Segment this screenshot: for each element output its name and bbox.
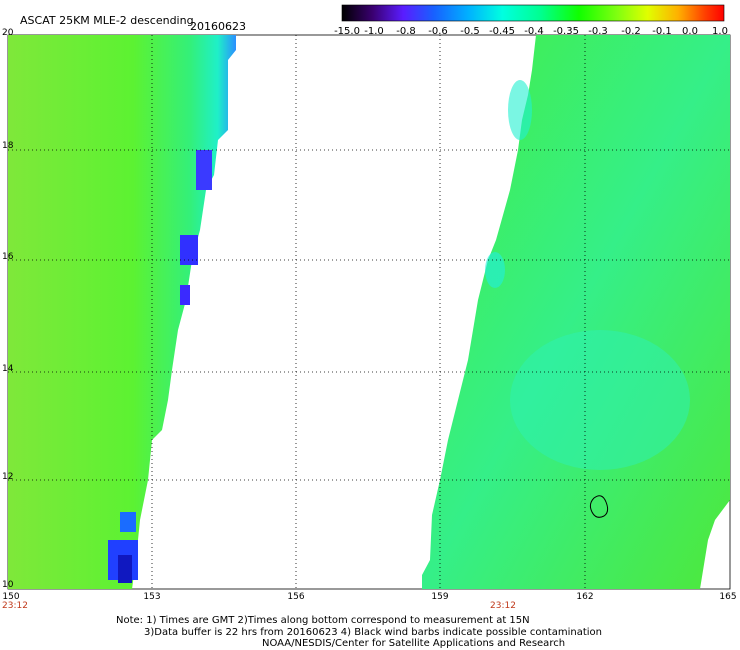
lat-label: 12 [2, 472, 14, 482]
note-line-1: Note: 1) Times are GMT 2)Times along bot… [116, 615, 530, 626]
contamination-contour [589, 495, 609, 518]
lon-label: 162 [576, 592, 594, 602]
colorbar [341, 4, 725, 22]
lon-label: 156 [287, 592, 305, 602]
lat-label: 10 [2, 580, 14, 590]
lon-label: 159 [431, 592, 449, 602]
left-swath-patch [118, 555, 132, 583]
lat-label: 16 [2, 252, 14, 262]
lon-label: 153 [143, 592, 161, 602]
colorbar-label: 0.0 [682, 26, 698, 37]
colorbar-label: -0.6 [428, 26, 448, 37]
right-swath-patch [510, 330, 690, 470]
colorbar-label: -0.2 [621, 26, 641, 37]
map-date: 20160623 [190, 20, 246, 33]
left-swath-patch [196, 150, 212, 190]
left-swath-patch [180, 235, 198, 265]
time-label: 23:12 [2, 601, 28, 611]
right-swath-patch [508, 80, 532, 140]
left-swath-patch [120, 512, 136, 532]
colorbar-label: -1.0 [364, 26, 384, 37]
colorbar-label: -0.45 [489, 26, 515, 37]
note-line-3: NOAA/NESDIS/Center for Satellite Applica… [262, 638, 566, 649]
colorbar-label: -0.3 [588, 26, 608, 37]
map-title: ASCAT 25KM MLE-2 descending [20, 14, 194, 27]
gridlines [8, 35, 730, 589]
colorbar-label: -0.1 [652, 26, 672, 37]
lat-label: 20 [2, 28, 14, 38]
left-swath-patch [180, 285, 190, 305]
colorbar-label: 1.0 [712, 26, 728, 37]
left-swath [8, 35, 236, 589]
colorbar-label: -0.8 [396, 26, 416, 37]
time-label: 23:12 [490, 601, 516, 611]
colorbar-label: -0.4 [524, 26, 544, 37]
colorbar-label: -0.5 [460, 26, 480, 37]
lon-label: 165 [719, 592, 737, 602]
colorbar-label: -0.35 [553, 26, 579, 37]
colorbar-label: -15.0 [334, 26, 360, 37]
lon-label: 150 [2, 592, 20, 602]
lat-label: 14 [2, 364, 14, 374]
lat-label: 18 [2, 141, 14, 151]
note-line-2: 3)Data buffer is 22 hrs from 20160623 4)… [144, 627, 602, 638]
right-swath-patch [485, 252, 505, 288]
